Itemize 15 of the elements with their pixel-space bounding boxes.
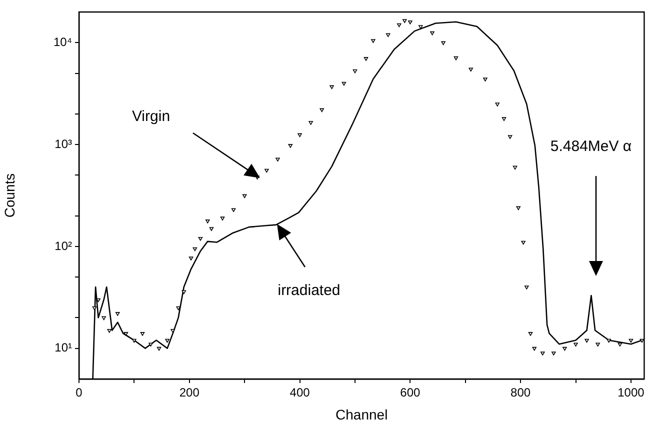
- y-tick-label: 10¹: [54, 340, 72, 355]
- y-tick-label: 10³: [54, 136, 72, 151]
- y-tick-label: 10⁴: [53, 34, 72, 49]
- annotation: Virgin: [132, 108, 170, 126]
- annotation: irradiated: [278, 282, 340, 300]
- x-tick-label: 600: [400, 386, 421, 400]
- x-tick-label: 400: [290, 386, 310, 400]
- x-tick-label: 800: [510, 386, 531, 400]
- annotation: 5.484MeV α: [550, 138, 632, 156]
- y-axis-title: Counts: [1, 173, 18, 218]
- x-axis-title: Channel: [336, 406, 388, 422]
- x-tick-label: 0: [76, 386, 83, 400]
- x-tick-label: 1000: [618, 386, 645, 400]
- x-tick-label: 200: [179, 386, 200, 400]
- y-tick-label: 10²: [54, 238, 72, 253]
